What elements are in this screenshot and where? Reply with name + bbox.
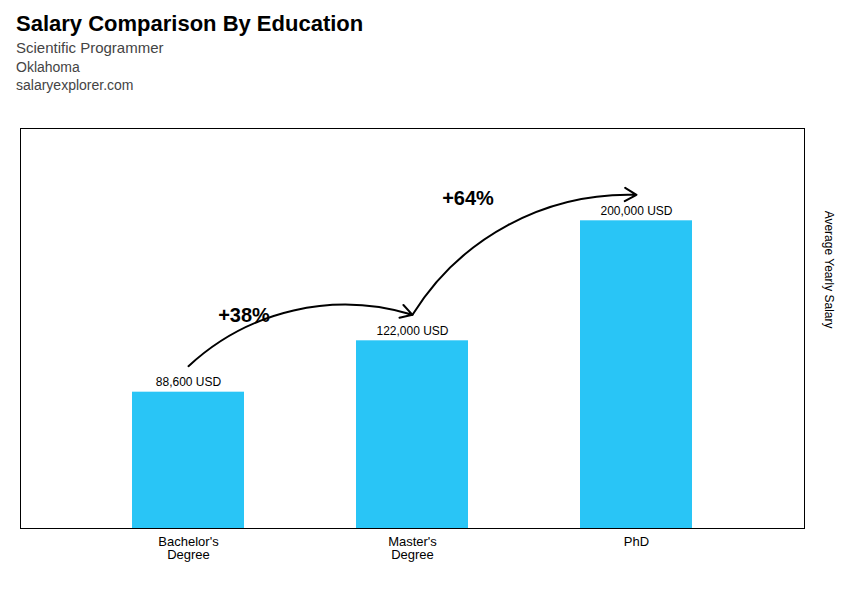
svg-text:+38%: +38% — [218, 304, 270, 326]
svg-text:Bachelor'sDegree: Bachelor'sDegree — [158, 534, 219, 562]
html-text:Oklahoma: Oklahoma — [16, 59, 80, 75]
svg-text:Master'sDegree: Master'sDegree — [388, 534, 437, 562]
html-text:salaryexplorer.com: salaryexplorer.com — [16, 77, 134, 93]
html-text:Scientific Programmer: Scientific Programmer — [16, 39, 164, 56]
svg-text:Average Yearly Salary: Average Yearly Salary — [822, 211, 836, 329]
html-text:Salary Comparison By Education: Salary Comparison By Education — [16, 11, 364, 36]
svg-text:+64%: +64% — [442, 187, 494, 209]
svg-text:122,000 USD: 122,000 USD — [376, 324, 448, 338]
svg-text:PhD: PhD — [624, 534, 649, 549]
svg-text:88,600 USD: 88,600 USD — [156, 375, 222, 389]
svg-text:200,000 USD: 200,000 USD — [600, 204, 672, 218]
